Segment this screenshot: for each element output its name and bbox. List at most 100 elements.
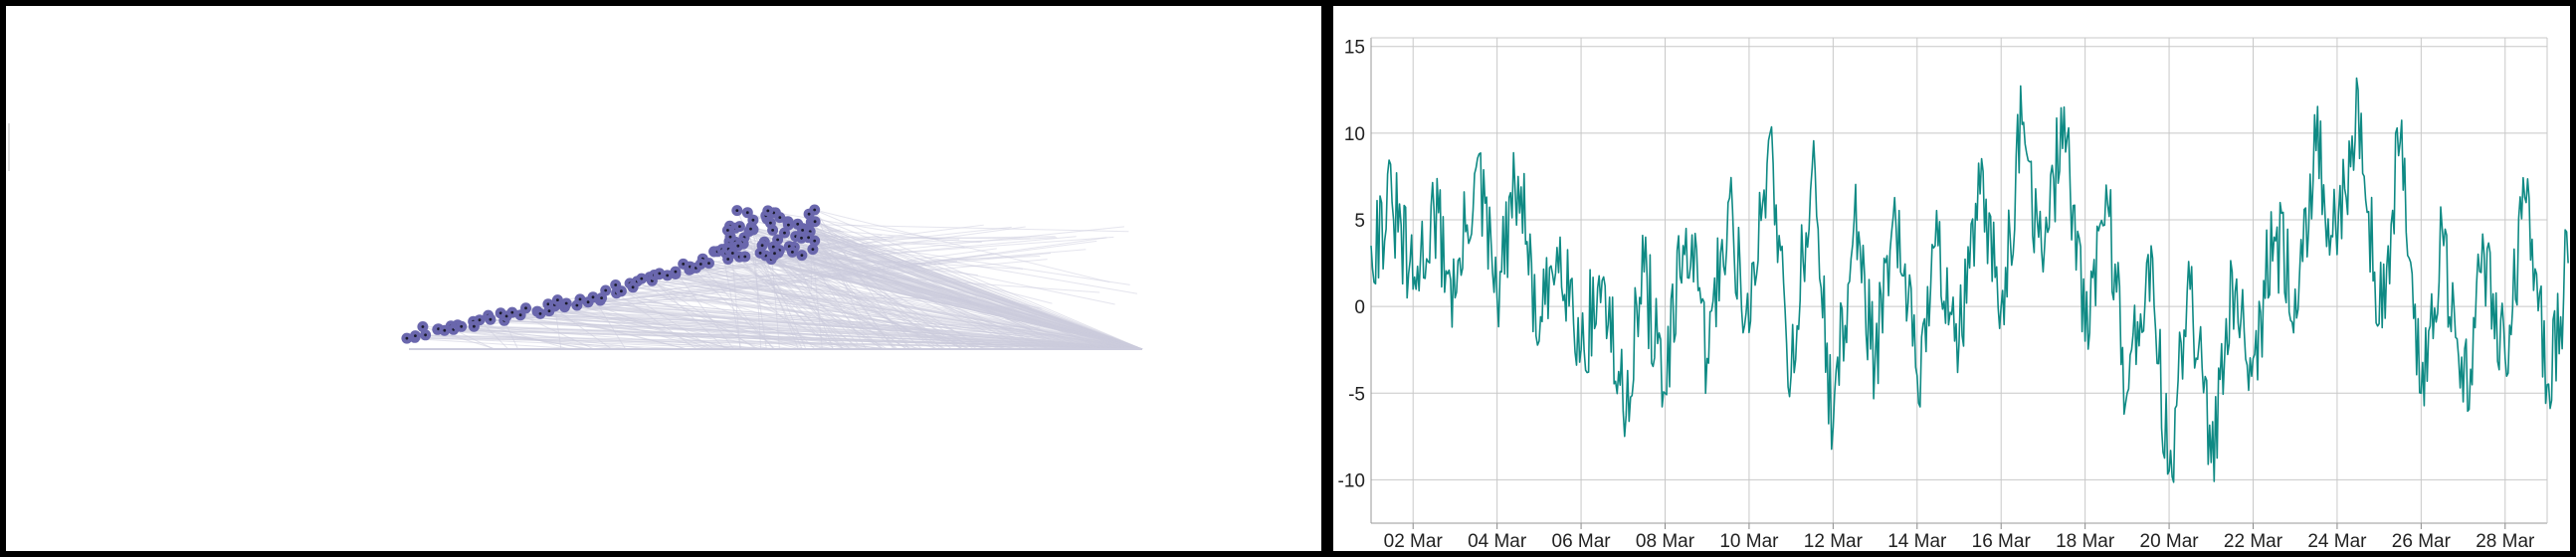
network-edge [605,249,1087,291]
network-node-center [807,212,811,216]
network-node-center [473,324,476,328]
network-node-center [578,297,582,301]
network-node-center [800,236,803,240]
network-node-center [726,229,729,232]
network-node-center [586,300,590,304]
network-node-center [604,288,608,292]
x-tick-label: 16 Mar [1972,531,2032,551]
network-node-center [813,208,817,212]
network-node-center [591,295,595,299]
network-node-center [728,235,732,239]
network-node-center [443,328,447,332]
network-edge [759,252,964,350]
network-node-center [707,262,710,265]
x-tick-label: 28 Mar [2476,531,2535,551]
network-edge [654,275,940,350]
network-node-center [726,258,730,261]
network-node-center [575,303,579,307]
network-node-center [796,222,800,226]
network-node-center [538,312,542,315]
chart-panel: 15 10 5 0 -5 -10 02 Mar 04 Mar 06 Mar 08 Mar 10 M… [1333,6,2570,551]
network-node-center [478,318,482,322]
network-node-center [807,236,810,240]
network-edge [453,328,495,350]
network-edge [770,222,975,350]
network-node-center [743,255,747,259]
network-node-center [735,209,739,213]
network-edge [761,245,963,350]
network-edge [695,236,1114,269]
network-node-center [546,302,550,306]
network-node-center [758,252,762,255]
network-node-center [771,245,775,249]
left-edge-tick [8,123,10,171]
network-node-center [674,270,678,274]
x-tick-label: 02 Mar [1384,531,1444,551]
network-node-center [510,310,514,314]
network-edge [414,336,692,350]
network-node-center [745,211,749,215]
network-edge [601,297,801,350]
grid-lines [1371,38,2547,523]
axes [1370,37,2548,529]
network-edge [725,252,862,350]
y-tick-label: -10 [1338,470,1365,491]
network-edge [784,232,1138,294]
network-node-center [813,239,817,243]
network-edge [564,248,997,308]
network-node-center [698,263,702,266]
network-node-center [547,309,551,312]
network-node-center [787,223,790,227]
network-edge [784,232,1130,285]
network-graph [401,204,1143,350]
network-node-center [518,313,522,317]
x-tick-label: 08 Mar [1636,531,1695,551]
network-node-center [556,298,559,301]
network-node-center [524,306,527,310]
network-node-center [811,248,815,252]
series-line [1370,77,2569,483]
network-node-center [437,327,440,331]
y-tick-label: -5 [1348,384,1365,405]
network-edge [797,223,1129,233]
network-edge [659,226,1124,276]
network-edge [814,209,1110,283]
x-tick-label: 10 Mar [1719,531,1779,551]
network-edge [506,315,761,350]
network-edge [488,314,835,336]
series-layer [1370,77,2569,483]
network-node-center [730,252,734,255]
network-node-center [620,289,623,293]
network-edge [675,271,734,350]
network-node-center [776,238,779,242]
network-node-center [800,254,804,257]
network-nodes [401,204,821,344]
network-edge [728,236,1056,243]
network-node-center [564,301,568,305]
y-tick-label: 10 [1344,124,1365,145]
network-edge [652,279,1022,309]
network-edge [763,241,844,350]
x-tick-label: 14 Mar [1887,531,1947,551]
network-edge [564,306,734,350]
network-node-center [736,244,740,248]
network-node-center [749,227,752,231]
network-edge [473,320,570,350]
y-tick-label: 0 [1354,297,1365,318]
network-node-center [640,277,644,280]
network-node-center [801,229,804,232]
network-node-center [760,244,764,248]
network-node-center [738,225,741,229]
network-node-center [614,283,618,286]
network-node-center [766,209,770,213]
network-edge [547,303,812,317]
network-node-center [783,231,786,235]
y-tick-label: 5 [1354,211,1365,232]
network-node-center [773,252,776,256]
network-edge [649,277,726,350]
network-edge [536,310,1041,328]
network-edge [615,284,714,350]
network-node-center [791,251,794,254]
network-node-center [658,272,662,276]
network-panel [6,6,1321,551]
